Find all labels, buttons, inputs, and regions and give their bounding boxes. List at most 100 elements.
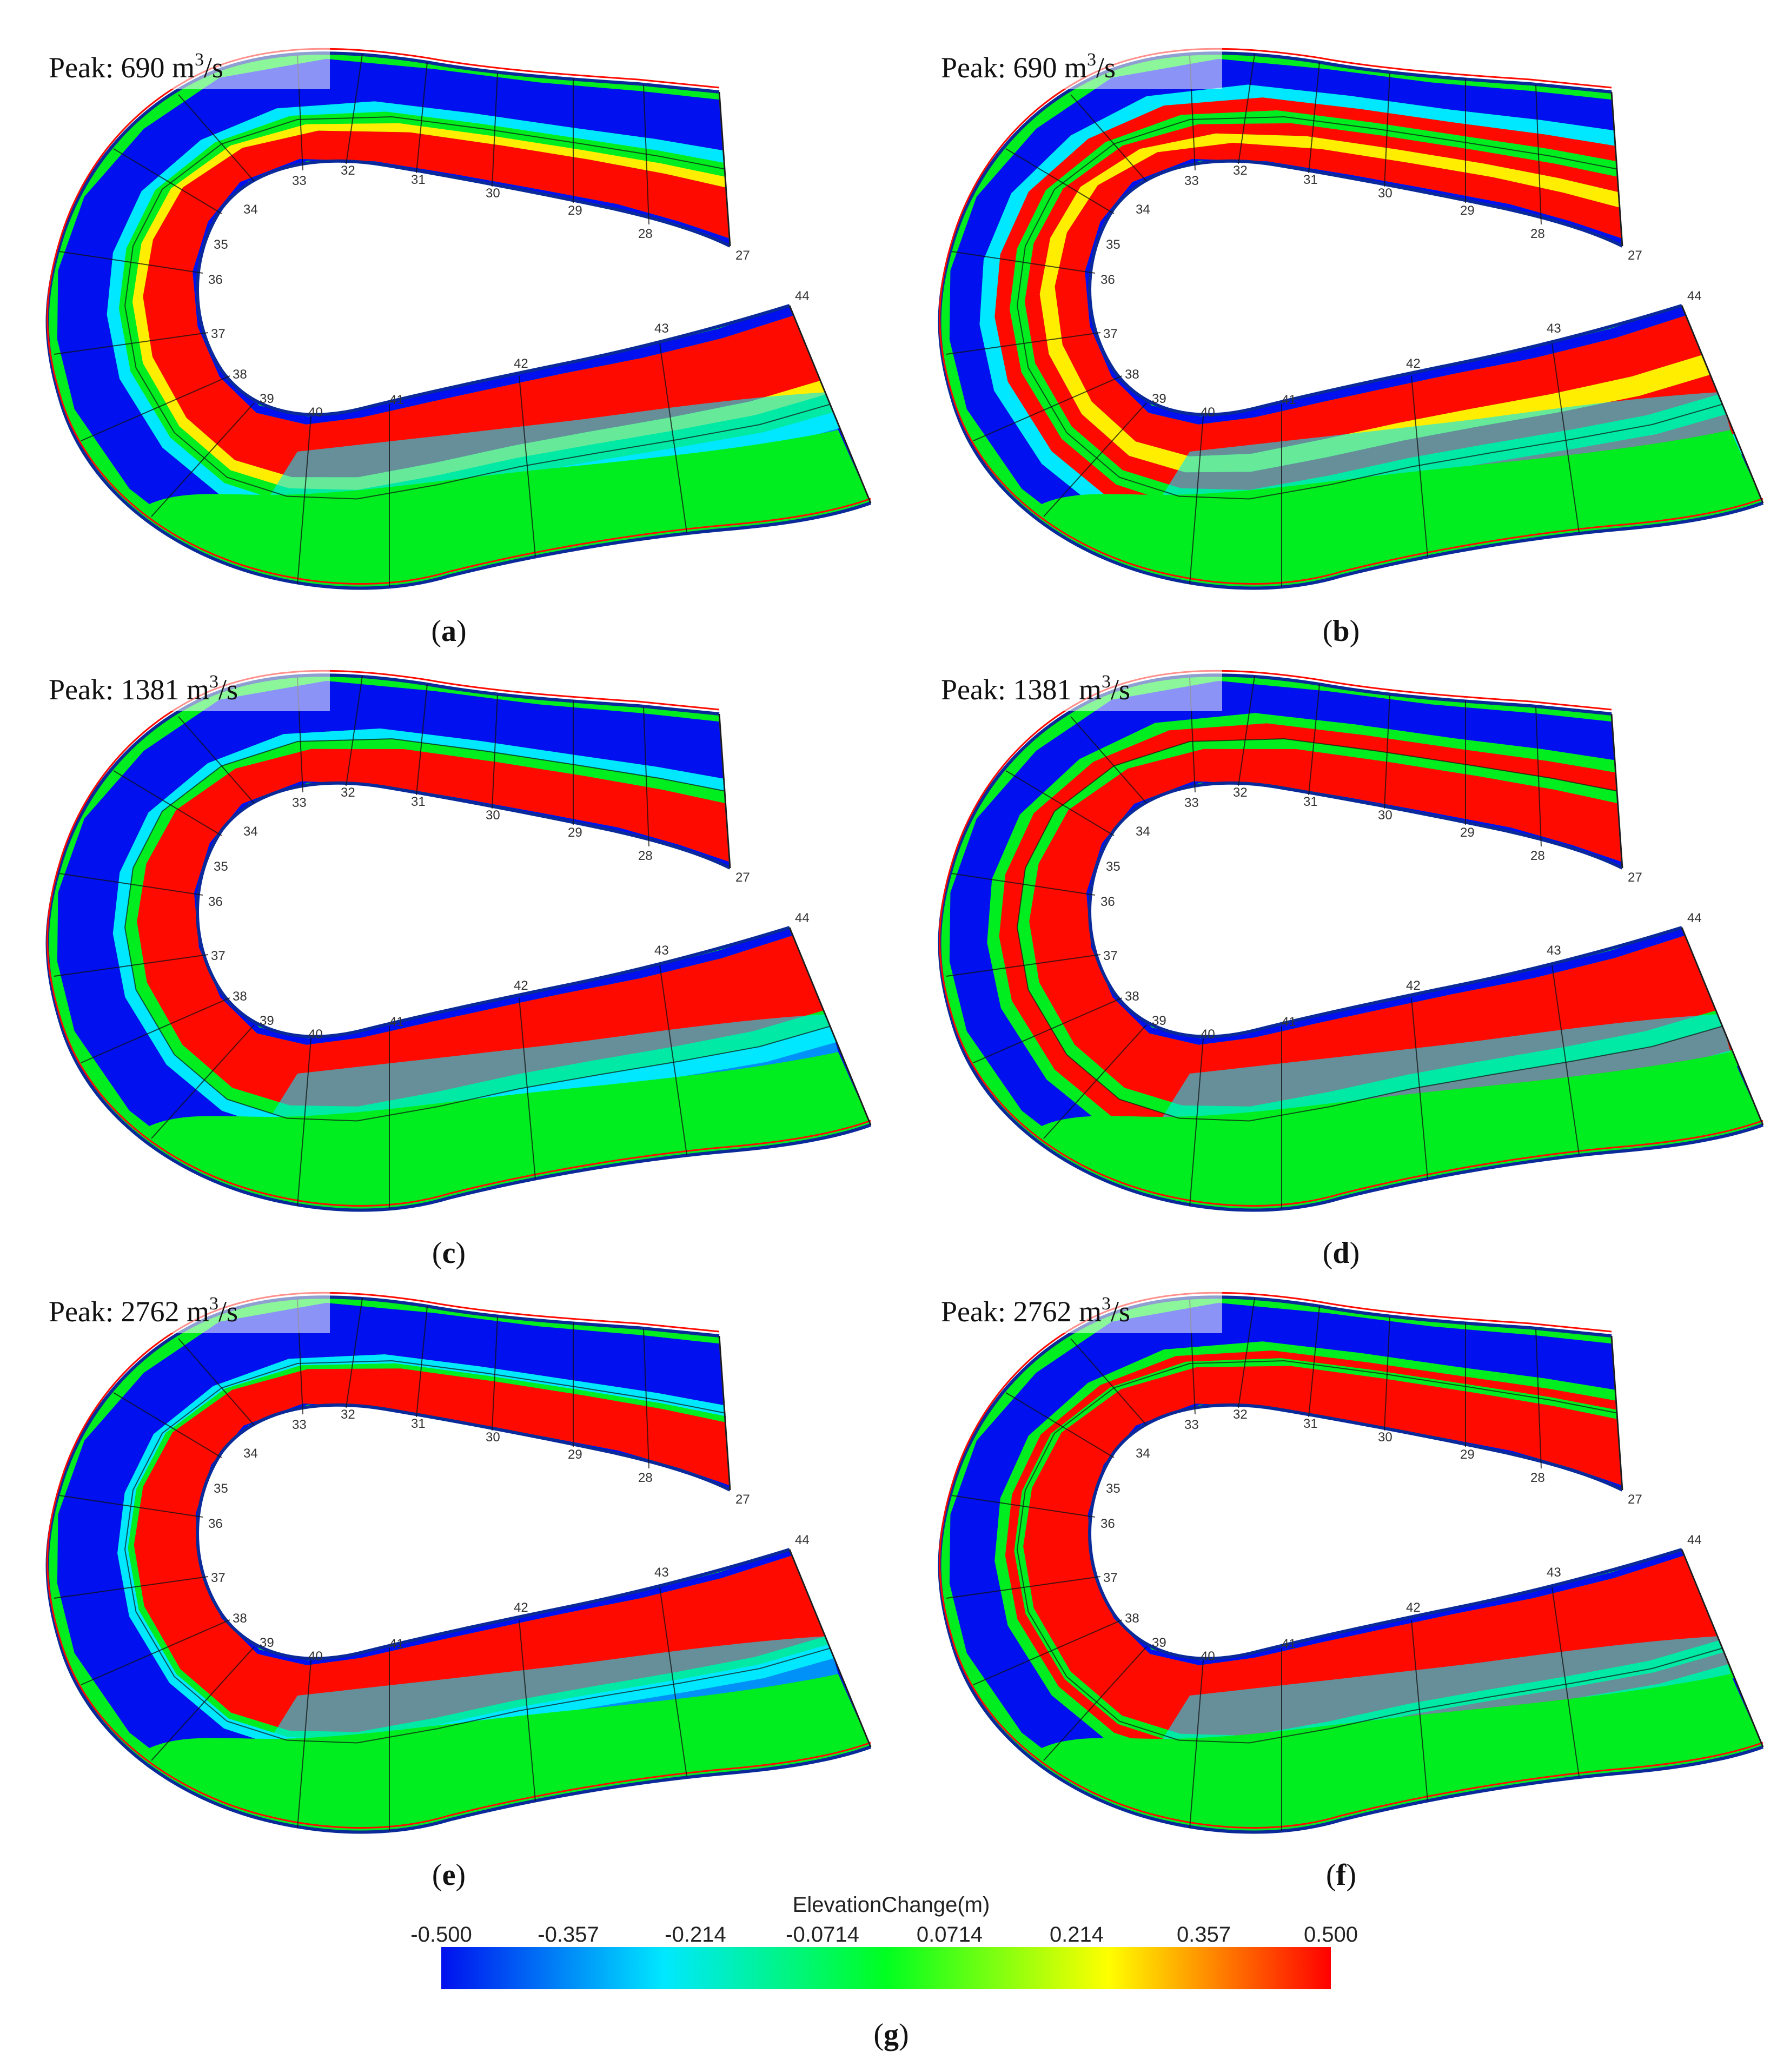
cross-section-label-34: 34 — [1136, 824, 1150, 839]
cross-section-line — [1043, 1024, 1147, 1139]
cross-section-label-31: 31 — [411, 1416, 426, 1431]
peak-label: Peak: 2762 m3/s — [941, 1294, 1130, 1328]
cross-section-label-31: 31 — [1303, 173, 1318, 187]
peak-label-backdrop — [27, 1279, 330, 1333]
cross-section-line — [1411, 375, 1428, 558]
cross-section-label-34: 34 — [243, 824, 258, 839]
colorbar-title: ElevationChange(m) — [793, 1893, 990, 1917]
cross-section-label-35: 35 — [1106, 237, 1120, 252]
longitudinal-gridline — [1016, 116, 1723, 500]
peak-label: Peak: 690 m3/s — [941, 50, 1116, 84]
peak-label: Peak: 2762 m3/s — [49, 1294, 238, 1328]
cross-section-label-28: 28 — [638, 227, 653, 241]
cross-section-line — [973, 375, 1123, 441]
peak-label-backdrop — [27, 657, 330, 711]
cross-section-line — [519, 375, 536, 558]
outer-bank-rim — [939, 670, 1763, 1207]
cross-section-line — [54, 1576, 209, 1599]
cross-section-label-43: 43 — [654, 943, 669, 958]
cross-section-line — [1308, 1306, 1320, 1418]
cross-section-label-36: 36 — [208, 273, 223, 287]
cross-section-label-30: 30 — [1378, 186, 1393, 201]
cross-section-line — [151, 402, 255, 517]
cross-section-line — [519, 997, 536, 1180]
cross-section-line — [789, 305, 871, 504]
cross-section-line — [1189, 416, 1204, 585]
cross-section-line — [1681, 1549, 1763, 1747]
cross-section-label-30: 30 — [1378, 1430, 1393, 1445]
inner-bank — [1088, 1403, 1682, 1660]
cross-section-line — [1611, 713, 1623, 869]
cross-section-label-37: 37 — [1103, 1571, 1118, 1585]
cross-section-line — [1384, 1316, 1390, 1431]
cross-section-label-30: 30 — [486, 186, 500, 201]
cross-section-label-29: 29 — [568, 825, 582, 840]
colorbar-tick-label: 0.214 — [1050, 1923, 1104, 1947]
outer-bank — [45, 51, 872, 590]
cross-section-line — [946, 1576, 1101, 1599]
cross-section-label-28: 28 — [1530, 849, 1545, 863]
cross-section-label-31: 31 — [1303, 1416, 1318, 1431]
cross-section-line — [1551, 343, 1580, 533]
cross-section-line — [1411, 1619, 1428, 1802]
cross-section-line — [81, 997, 230, 1063]
cross-section-label-34: 34 — [243, 202, 258, 217]
peak-label: Peak: 1381 m3/s — [49, 672, 238, 706]
cross-section-line — [81, 1619, 230, 1685]
panel-c: 27 28 29 30 31 32 33 34 35 36 37 38 39 40 41 42 43 44 Peak… — [27, 657, 872, 1270]
cross-section-label-29: 29 — [1460, 203, 1475, 218]
cross-section-label-42: 42 — [514, 356, 528, 371]
cross-section-line — [54, 954, 209, 977]
cross-section-label-29: 29 — [568, 1447, 582, 1462]
colorbar: ElevationChange(m) -0.500 -0.357 -0.214 -0.… — [410, 1893, 1358, 2051]
cross-section-line — [1411, 997, 1428, 1180]
panel-label-g: (g) — [873, 2018, 909, 2051]
lower-reach-cyan — [270, 392, 838, 495]
cross-section-label-29: 29 — [1460, 1447, 1475, 1462]
cross-section-label-42: 42 — [1406, 978, 1421, 993]
cross-section-label-41: 41 — [389, 393, 404, 407]
cross-section-line — [659, 1587, 687, 1777]
cross-section-label-35: 35 — [214, 1481, 228, 1496]
outer-bank-rim — [939, 1292, 1763, 1829]
cross-section-label-32: 32 — [1233, 1407, 1248, 1422]
inner-bank — [196, 159, 790, 416]
cross-section-label-30: 30 — [486, 1430, 500, 1445]
cross-section-label-38: 38 — [1125, 1611, 1139, 1626]
cross-section-label-43: 43 — [1547, 943, 1561, 958]
cross-section-line — [346, 676, 363, 786]
cross-section-label-27: 27 — [735, 248, 750, 263]
cross-section-line — [1005, 1392, 1115, 1458]
cross-section-label-32: 32 — [341, 1407, 355, 1422]
cross-section-line — [178, 94, 255, 182]
cross-section-label-31: 31 — [411, 173, 426, 187]
panel-label-b: (b) — [1323, 614, 1360, 648]
outer-bank-rim — [47, 1292, 871, 1829]
band-deposition — [143, 130, 820, 478]
peak-label: Peak: 690 m3/s — [49, 50, 223, 84]
longitudinal-gridline — [124, 1360, 831, 1744]
cross-section-label-42: 42 — [1406, 1600, 1421, 1615]
cross-section-line — [151, 1024, 255, 1139]
cross-section-label-43: 43 — [1547, 1565, 1561, 1580]
cross-section-label-27: 27 — [735, 1492, 750, 1507]
cross-section-label-38: 38 — [233, 1611, 247, 1626]
panel-b: 27 28 29 30 31 32 33 34 35 36 37 38 39 40 41 42 43 44 Peak… — [919, 35, 1764, 648]
colorbar-tick-label: -0.214 — [665, 1923, 726, 1947]
cross-section-label-44: 44 — [1687, 289, 1702, 303]
cross-section-line — [178, 1338, 255, 1426]
channel-field — [939, 53, 1763, 588]
cross-section-line — [659, 343, 687, 533]
cross-section-line — [1535, 1328, 1542, 1469]
outer-bank-rim — [47, 670, 871, 1207]
cross-section-label-42: 42 — [514, 978, 528, 993]
panel-d: 27 28 29 30 31 32 33 34 35 36 37 38 39 40 41 42 43 44 Peak… — [919, 657, 1764, 1270]
cross-section-label-40: 40 — [308, 1649, 323, 1664]
cross-section-label-32: 32 — [1233, 785, 1248, 800]
cross-section-label-34: 34 — [243, 1446, 258, 1461]
outer-bank — [938, 673, 1764, 1212]
lower-reach-cyan — [270, 1014, 838, 1117]
cross-section-label-30: 30 — [486, 808, 500, 823]
cross-section-label-37: 37 — [1103, 949, 1118, 963]
